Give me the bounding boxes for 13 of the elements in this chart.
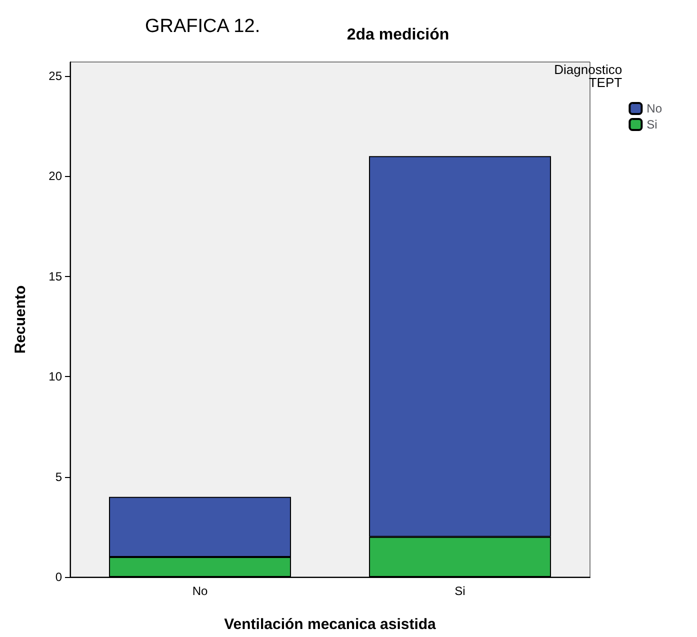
legend-title: Diagnostico TEPT [554,62,622,90]
text: GRAFICA 12. [145,16,260,37]
chart-title: 2da medición [346,26,450,44]
x-axis-title: Ventilación mecanica asistida [224,616,437,633]
y-tick-label: 20 [48,169,62,184]
y-tick-label: 25 [48,69,62,84]
y-tick-label: 15 [48,269,62,284]
y-tick-label: 5 [55,470,62,484]
y-tick-label: 0 [55,570,62,584]
y-tick-label: 10 [48,370,62,384]
legend-label: Si [646,118,658,132]
legend-label: No [646,102,662,116]
y-axis-title: Recuento [12,285,29,354]
